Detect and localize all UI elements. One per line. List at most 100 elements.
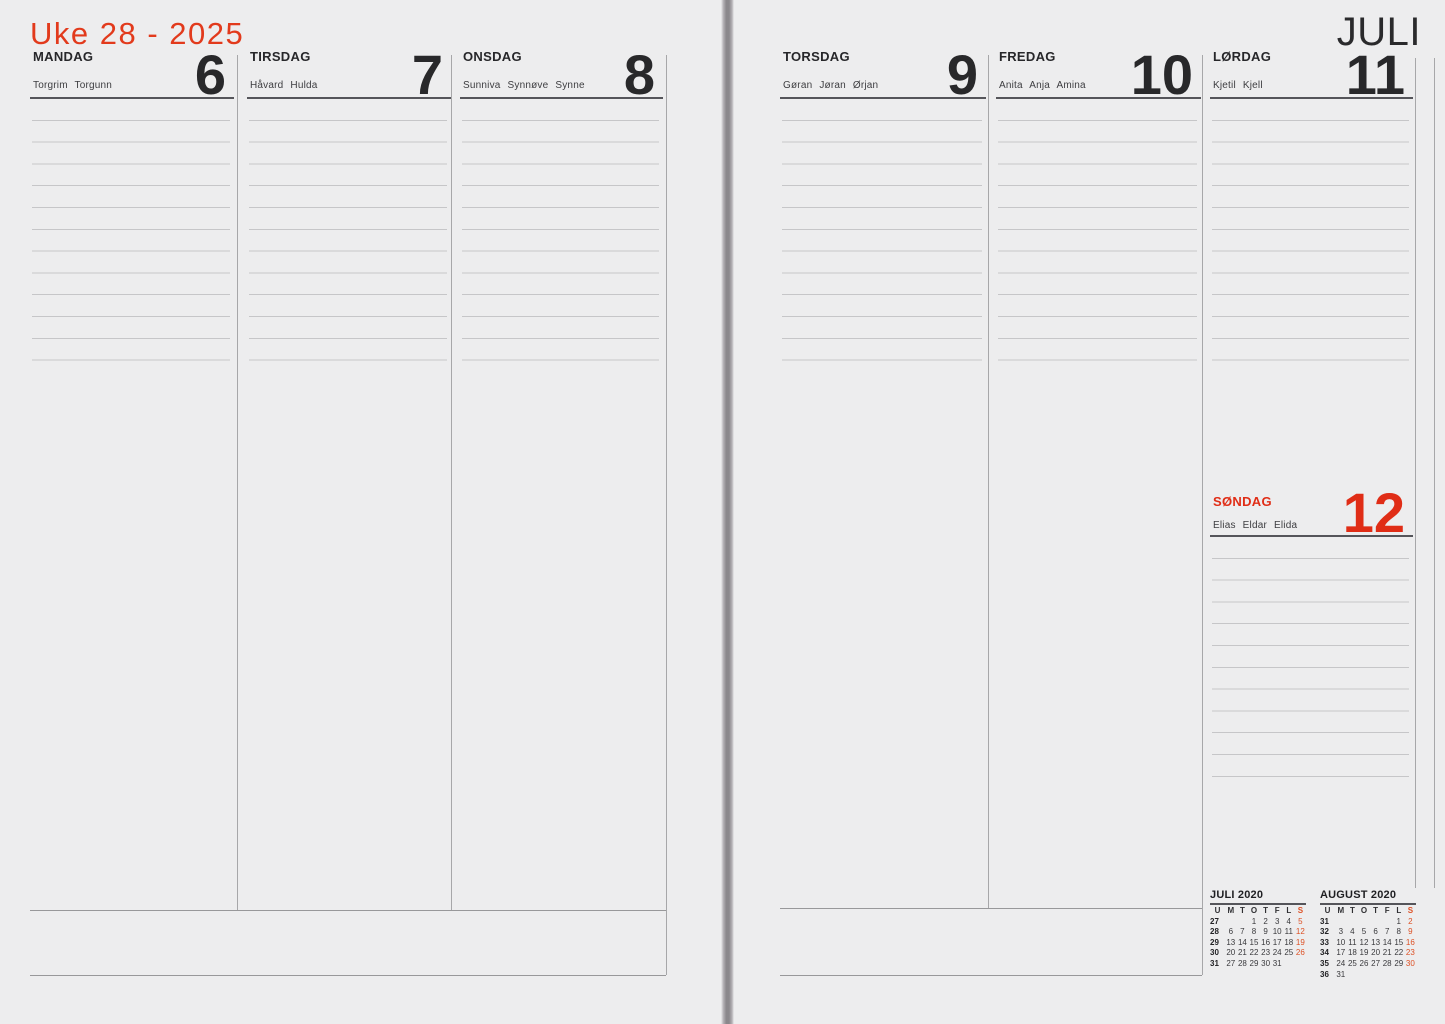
mini-calendar-date: [1237, 917, 1249, 928]
mini-calendar-date: 30: [1405, 958, 1415, 968]
month-title: JULI: [1336, 10, 1421, 54]
mini-calendar-date: 21: [1237, 948, 1247, 958]
mini-calendar-july: JULI 2020 U M T O T F L S 27 1 2 3 4 5 28 6 7 8 9 10 11 12 29 1…: [1210, 889, 1310, 970]
mini-calendar-date: 13: [1226, 937, 1236, 947]
mini-calendar-date: 6: [1373, 927, 1378, 937]
mini-calendar-week-number: 34: [1320, 948, 1329, 958]
mini-calendar-date: 27: [1226, 958, 1236, 968]
mini-calendar-date: 20: [1226, 948, 1236, 958]
day-label: MANDAG: [33, 49, 94, 64]
day-header-rule: [1210, 97, 1413, 99]
name-day-names: Torgrim Torgunn: [33, 80, 113, 91]
mini-calendar-date: 6: [1228, 927, 1234, 937]
mini-calendar-date: 9: [1263, 927, 1268, 937]
day-column-torsdag: TORSDAG Gøran Jøran Ørjan 9: [780, 44, 986, 364]
mini-calendar-date: 17: [1336, 948, 1346, 958]
mini-calendar-day-header: T: [1239, 906, 1245, 915]
mini-calendar-day-header: L: [1286, 906, 1292, 915]
mini-calendar-date: 18: [1347, 948, 1357, 958]
mini-calendar-date: 3: [1338, 927, 1344, 937]
day-header-rule: [996, 97, 1201, 99]
mini-calendar-date: 18: [1284, 937, 1294, 947]
mini-calendar-date: 30: [1261, 958, 1271, 968]
ruled-lines: [998, 99, 1197, 361]
mini-calendar-date: 14: [1237, 937, 1247, 947]
mini-calendar-date: 1: [1251, 916, 1257, 926]
mini-calendar-date: 31: [1336, 969, 1346, 979]
mini-calendar-date: [1381, 970, 1393, 981]
mini-calendar-date: 7: [1384, 927, 1390, 937]
column-divider: [988, 55, 989, 908]
mini-calendar-week-number: 27: [1210, 916, 1219, 926]
mini-calendar-date: 11: [1284, 927, 1293, 937]
mini-calendar-date: [1347, 917, 1359, 928]
mini-calendar-date: 2: [1263, 916, 1268, 926]
mini-calendar-day-header: F: [1384, 906, 1390, 915]
mini-calendar-date: 4: [1286, 916, 1291, 926]
mini-calendar-date: [1381, 917, 1393, 928]
mini-calendar-date: 15: [1249, 937, 1259, 947]
day-header-rule: [30, 97, 234, 99]
day-column-lordag: LØRDAG Kjetil Kjell 11: [1210, 44, 1413, 364]
mini-calendar-date: 20: [1371, 948, 1381, 958]
ruled-lines: [782, 99, 982, 361]
mini-calendar-date: 16: [1405, 937, 1415, 947]
day-column-fredag: FREDAG Anita Anja Amina 10: [996, 44, 1201, 364]
mini-calendar-title: JULI 2020: [1210, 889, 1264, 901]
name-day-names: Elias Eldar Elida: [1213, 520, 1298, 531]
mini-calendar-date: 12: [1295, 927, 1305, 937]
mini-calendar-date: 14: [1382, 937, 1392, 947]
mini-calendar-day-header: S: [1407, 906, 1414, 915]
mini-calendar-week-number: 33: [1320, 937, 1329, 947]
mini-calendar-date: 11: [1348, 937, 1357, 947]
left-page-edge-rule: [666, 55, 667, 975]
mini-calendar-date: 12: [1359, 937, 1369, 947]
column-divider: [451, 55, 452, 910]
mini-calendar-rule: [1320, 903, 1416, 905]
mini-calendar-date: 10: [1272, 927, 1282, 937]
day-label: SØNDAG: [1213, 494, 1272, 509]
mini-calendar-date: [1358, 970, 1370, 981]
mini-calendar-date: 25: [1347, 958, 1357, 968]
mini-calendar-date: [1347, 970, 1359, 981]
mini-calendar-date: 31: [1272, 958, 1282, 968]
mini-calendar-date: 22: [1394, 948, 1404, 958]
mini-calendar-day-header: L: [1396, 906, 1402, 915]
mini-calendar-date: 19: [1359, 948, 1369, 958]
mini-calendar-day-header: O: [1360, 906, 1368, 915]
mini-calendar-date: 1: [1396, 916, 1401, 926]
right-footer-top-rule: [780, 908, 1202, 909]
left-footer-bottom-rule: [30, 975, 666, 976]
mini-calendar-day-header: T: [1263, 906, 1269, 915]
mini-calendar-august: AUGUST 2020 U M T O T F L S 31 1 2 32 3 4 5 6 7 8 9 33 10 11 1…: [1320, 889, 1420, 980]
mini-calendar-date: 3: [1274, 916, 1280, 926]
mini-calendar-week-number: 30: [1210, 948, 1219, 958]
mini-calendar-date: 21: [1382, 948, 1392, 958]
mini-calendar-week-number: 29: [1210, 937, 1219, 947]
mini-calendar-date: 26: [1295, 948, 1305, 958]
mini-calendar-date: 28: [1382, 958, 1392, 968]
ruled-lines: [1212, 99, 1409, 361]
page-trim-edge-rule: [1434, 58, 1435, 888]
day-header-rule: [460, 97, 663, 99]
mini-calendar-day-header: T: [1373, 906, 1379, 915]
mini-calendar-date: [1370, 917, 1382, 928]
mini-calendar-date: 19: [1295, 937, 1305, 947]
mini-calendar-date: [1393, 970, 1405, 981]
day-number: 8: [623, 43, 655, 107]
mini-calendar-date: [1295, 959, 1307, 970]
mini-calendar-date: 13: [1371, 937, 1381, 947]
day-column-sondag: SØNDAG Elias Eldar Elida 12: [1210, 482, 1413, 782]
day-label: FREDAG: [999, 49, 1056, 64]
day-number: 10: [1130, 43, 1193, 107]
mini-calendar-date: [1405, 970, 1417, 981]
name-day-names: Kjetil Kjell: [1213, 80, 1263, 91]
mini-calendar-day-header: U: [1214, 906, 1221, 915]
name-day-names: Anita Anja Amina: [999, 80, 1086, 91]
left-footer-top-rule: [30, 910, 666, 911]
mini-calendar-title: AUGUST 2020: [1320, 889, 1397, 901]
mini-calendar-date: 4: [1350, 927, 1355, 937]
mini-calendar-week-number: 31: [1320, 916, 1329, 926]
mini-calendar-date: 16: [1261, 937, 1271, 947]
